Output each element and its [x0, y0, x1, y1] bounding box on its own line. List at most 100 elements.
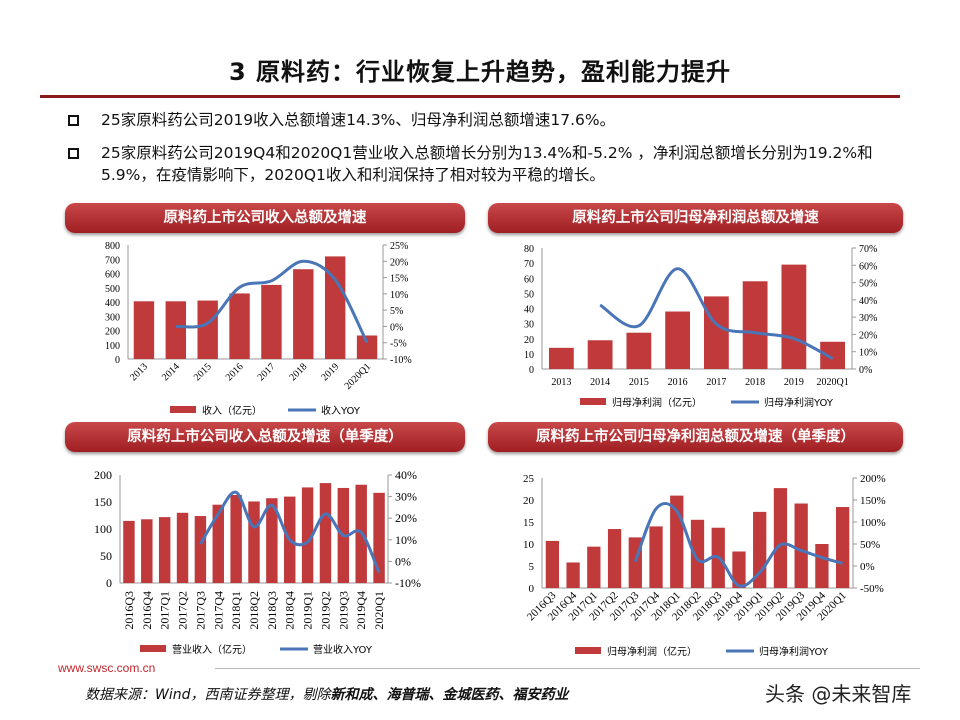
right-tick-label: 10%: [390, 290, 408, 301]
bar: [815, 544, 829, 588]
right-tick-label: -10%: [390, 355, 412, 366]
right-tick-label: -5%: [390, 339, 407, 350]
x-tick-label: 2019: [784, 377, 804, 388]
left-tick-label: 15: [523, 517, 535, 529]
left-tick-label: 100: [94, 522, 112, 536]
right-tick-label: 20%: [395, 511, 417, 525]
left-tick-label: 80: [524, 244, 534, 255]
legend-line-label: 营业收入YOY: [313, 643, 373, 656]
bar: [626, 332, 652, 369]
left-tick-label: 10: [523, 539, 535, 551]
bullet-item: 25家原料药公司2019Q4和2020Q1营业收入总额增长分别为13.4%和-5…: [68, 142, 908, 186]
x-tick-label: 2016Q4: [140, 591, 154, 630]
bullet-item: 25家原料药公司2019收入总额增速14.3%、归母净利润总额增速17.6%。: [68, 109, 908, 131]
legend-bar-label: 营业收入（亿元）: [172, 643, 252, 656]
x-tick-label: 2018: [745, 377, 765, 388]
bar: [665, 311, 691, 369]
x-tick-label: 2018Q4: [283, 591, 297, 630]
chart-header: 原料药上市公司归母净利润总额及增速（单季度）: [488, 422, 903, 452]
x-tick-label: 2015: [192, 361, 214, 383]
bar: [773, 488, 788, 588]
footer-divider: [215, 668, 920, 669]
left-tick-label: 700: [105, 255, 120, 266]
bar: [607, 529, 622, 588]
x-tick-label: 2019Q2: [318, 591, 332, 630]
bar: [141, 519, 153, 583]
bar: [587, 340, 613, 369]
bar: [548, 347, 574, 369]
legend-line-label: 归母净利润YOY: [759, 645, 829, 658]
data-source: 数据来源：Wind，西南证券整理，剔除新和成、海普瑞、金城医药、福安药业: [85, 684, 569, 704]
x-tick-label: 2013: [551, 377, 571, 388]
right-tick-label: 40%: [395, 468, 417, 482]
right-tick-label: 10%: [859, 348, 877, 359]
source-text: 数据来源：Wind，西南证券整理，剔除: [85, 687, 331, 703]
x-tick-label: 2020Q1: [817, 377, 849, 388]
legend-bar-label: 归母净利润（亿元）: [607, 645, 697, 658]
left-tick-label: 70: [524, 259, 534, 270]
legend-bar-swatch: [140, 645, 166, 652]
x-tick-label: 2018: [288, 361, 310, 383]
right-tick-label: 0%: [860, 561, 875, 573]
left-tick-label: 10: [524, 350, 534, 361]
chart-header: 原料药上市公司收入总额及增速（单季度）: [65, 422, 465, 452]
bar: [781, 264, 807, 369]
bullet-text: 25家原料药公司2019Q4和2020Q1营业收入总额增长分别为13.4%和-5…: [101, 144, 873, 184]
left-tick-label: 20: [524, 335, 534, 346]
x-tick-label: 2018Q3: [265, 591, 279, 630]
x-tick-label: 2015: [629, 377, 649, 388]
x-tick-label: 2014: [590, 377, 610, 388]
right-tick-label: 50%: [860, 539, 880, 551]
right-tick-label: 30%: [859, 313, 877, 324]
right-tick-label: 15%: [390, 274, 408, 285]
left-tick-label: 100: [105, 341, 120, 352]
right-tick-label: 200%: [860, 473, 886, 485]
left-tick-label: 600: [105, 270, 120, 281]
legend-line-label: 归母净利润YOY: [764, 396, 834, 409]
x-tick-label: 2016: [224, 361, 246, 383]
x-tick-label: 2017Q1: [158, 591, 172, 630]
source-excluded: 新和成、海普瑞、金城医药、福安药业: [330, 687, 569, 703]
bar: [293, 269, 314, 359]
left-tick-label: 200: [105, 327, 120, 338]
right-tick-label: 0%: [395, 554, 411, 568]
bar: [319, 483, 332, 583]
legend-bar-swatch: [170, 406, 196, 413]
left-tick-label: 400: [105, 298, 120, 309]
bar: [133, 301, 155, 359]
x-tick-label: 2016: [668, 377, 688, 388]
right-tick-label: -10%: [395, 576, 421, 590]
left-tick-label: 0: [115, 355, 120, 366]
square-bullet-icon: [68, 148, 79, 159]
left-tick-label: 25: [523, 473, 535, 485]
yoy-line: [633, 502, 844, 588]
bar: [261, 284, 282, 359]
left-tick-label: 500: [105, 284, 120, 295]
bar: [123, 520, 135, 583]
bar: [248, 501, 260, 583]
x-tick-label: 2018Q1: [229, 591, 243, 630]
bar: [794, 503, 808, 588]
page-title: 3 原料药：行业恢复上升趋势，盈利能力提升: [228, 58, 732, 86]
left-tick-label: 30: [524, 320, 534, 331]
legend-bar-swatch: [575, 647, 601, 654]
bar: [742, 281, 768, 369]
legend-bar-swatch: [580, 398, 606, 405]
bar: [230, 494, 242, 583]
left-tick-label: 50: [524, 289, 534, 300]
yoy-line: [175, 259, 369, 344]
bar: [229, 293, 250, 359]
bullet-text: 25家原料药公司2019收入总额增速14.3%、归母净利润总额增速17.6%。: [101, 111, 616, 129]
bar: [587, 546, 601, 588]
right-tick-label: 40%: [859, 296, 877, 307]
chart-header: 原料药上市公司收入总额及增速: [65, 203, 465, 233]
bar: [197, 300, 218, 359]
right-tick-label: 20%: [390, 257, 408, 268]
title-divider: [40, 95, 900, 98]
left-tick-label: 20: [523, 495, 535, 507]
right-tick-label: 60%: [859, 261, 877, 272]
right-tick-label: -50%: [860, 583, 884, 595]
right-tick-label: 50%: [859, 279, 877, 290]
bar: [194, 516, 207, 583]
right-tick-label: 150%: [860, 495, 886, 507]
